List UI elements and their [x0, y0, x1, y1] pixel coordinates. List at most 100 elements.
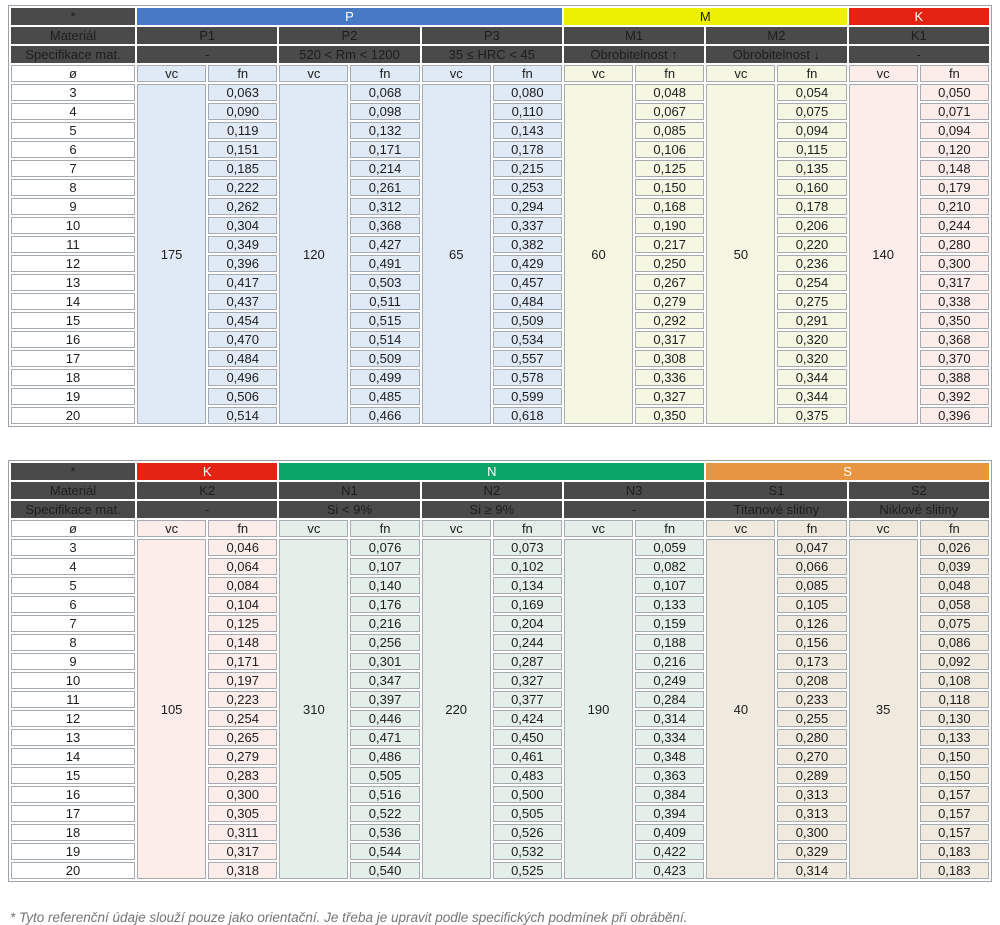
- fn-value-cell-N1: 0,256: [350, 634, 420, 651]
- fn-value-cell-S2: 0,183: [919, 843, 989, 860]
- fn-value-cell-M2: 0,291: [777, 312, 847, 329]
- spec-M2: Obrobitelnost ↓: [706, 46, 847, 63]
- vc-header-M2: vc: [706, 65, 776, 82]
- vc-header-P2: vc: [279, 65, 349, 82]
- material-K2: K2: [137, 482, 278, 499]
- fn-value-cell-S1: 0,105: [777, 596, 847, 613]
- band-M: M: [563, 8, 847, 25]
- fn-value-cell-P1: 0,090: [208, 103, 278, 120]
- spec-N3: -: [563, 501, 705, 518]
- fn-value-cell-M2: 0,344: [777, 388, 847, 405]
- diameter-header: ø: [11, 65, 135, 82]
- fn-value-cell-N3: 0,409: [635, 824, 705, 841]
- corner-asterisk: *: [11, 8, 135, 25]
- diameter-cell: 11: [11, 691, 135, 708]
- fn-value-cell-P2: 0,261: [350, 179, 420, 196]
- fn-value-cell-M1: 0,279: [635, 293, 705, 310]
- fn-value-cell-K1: 0,370: [919, 350, 989, 367]
- fn-value-cell-N2: 0,073: [492, 539, 562, 556]
- fn-header-M2: fn: [777, 65, 847, 82]
- fn-value-cell-S2: 0,118: [919, 691, 989, 708]
- spec-K2: -: [137, 501, 278, 518]
- spec-P1: -: [137, 46, 278, 63]
- diameter-cell: 3: [11, 84, 135, 101]
- fn-value-cell-N1: 0,176: [350, 596, 420, 613]
- fn-value-cell-N3: 0,188: [635, 634, 705, 651]
- vc-value-cell-N1: 310: [279, 539, 349, 879]
- fn-value-cell-S1: 0,085: [777, 577, 847, 594]
- spec-P3: 35 ≤ HRC < 45: [421, 46, 562, 63]
- fn-value-cell-K2: 0,104: [208, 596, 278, 613]
- material-N3: N3: [563, 482, 705, 499]
- fn-value-cell-P3: 0,294: [492, 198, 562, 215]
- fn-value-cell-N1: 0,540: [350, 862, 420, 879]
- fn-value-cell-N2: 0,461: [492, 748, 562, 765]
- footnote: * Tyto referenční údaje slouží pouze jak…: [10, 910, 688, 925]
- fn-value-cell-S1: 0,066: [777, 558, 847, 575]
- fn-value-cell-S1: 0,313: [777, 786, 847, 803]
- band-S: S: [706, 463, 989, 480]
- fn-value-cell-S1: 0,126: [777, 615, 847, 632]
- fn-value-cell-N1: 0,446: [350, 710, 420, 727]
- diameter-cell: 17: [11, 805, 135, 822]
- diameter-cell: 5: [11, 122, 135, 139]
- fn-value-cell-P1: 0,506: [208, 388, 278, 405]
- fn-value-cell-N2: 0,134: [492, 577, 562, 594]
- material-row-label: Materiál: [11, 27, 135, 44]
- fn-value-cell-P3: 0,080: [492, 84, 562, 101]
- material-N1: N1: [279, 482, 420, 499]
- material-S2: S2: [848, 482, 989, 499]
- fn-value-cell-S2: 0,048: [919, 577, 989, 594]
- fn-value-cell-N3: 0,422: [635, 843, 705, 860]
- fn-value-cell-P1: 0,496: [208, 369, 278, 386]
- fn-value-cell-K1: 0,280: [919, 236, 989, 253]
- fn-value-cell-P2: 0,511: [350, 293, 420, 310]
- diameter-cell: 8: [11, 634, 135, 651]
- diameter-cell: 18: [11, 369, 135, 386]
- fn-value-cell-N2: 0,500: [492, 786, 562, 803]
- fn-value-cell-M1: 0,217: [635, 236, 705, 253]
- fn-value-cell-K2: 0,279: [208, 748, 278, 765]
- fn-value-cell-M1: 0,267: [635, 274, 705, 291]
- spec-S2: Niklové slitiny: [848, 501, 989, 518]
- diameter-cell: 10: [11, 217, 135, 234]
- vc-value-cell-K1: 140: [848, 84, 918, 424]
- fn-value-cell-K2: 0,254: [208, 710, 278, 727]
- material-P1: P1: [137, 27, 278, 44]
- vc-header-N1: vc: [279, 520, 349, 537]
- fn-value-cell-K2: 0,084: [208, 577, 278, 594]
- reference-table-1: * P M K Materiál P1 P2 P3 M1 M2 K1 Specifikace mat.…: [8, 5, 992, 427]
- diameter-cell: 4: [11, 103, 135, 120]
- fn-value-cell-P2: 0,491: [350, 255, 420, 272]
- fn-value-cell-M2: 0,275: [777, 293, 847, 310]
- fn-value-cell-S2: 0,092: [919, 653, 989, 670]
- fn-value-cell-M2: 0,254: [777, 274, 847, 291]
- fn-value-cell-S2: 0,157: [919, 786, 989, 803]
- diameter-cell: 3: [11, 539, 135, 556]
- fn-header-K2: fn: [208, 520, 278, 537]
- fn-header-P3: fn: [492, 65, 562, 82]
- fn-header-N1: fn: [350, 520, 420, 537]
- fn-value-cell-S2: 0,039: [919, 558, 989, 575]
- fn-value-cell-K1: 0,338: [919, 293, 989, 310]
- fn-value-cell-N3: 0,249: [635, 672, 705, 689]
- fn-value-cell-P1: 0,396: [208, 255, 278, 272]
- fn-value-cell-P3: 0,253: [492, 179, 562, 196]
- fn-header-N2: fn: [492, 520, 562, 537]
- fn-value-cell-K2: 0,148: [208, 634, 278, 651]
- diameter-cell: 12: [11, 710, 135, 727]
- fn-header-N3: fn: [635, 520, 705, 537]
- band-P: P: [137, 8, 562, 25]
- fn-value-cell-K1: 0,392: [919, 388, 989, 405]
- material-K1: K1: [848, 27, 989, 44]
- fn-value-cell-P1: 0,437: [208, 293, 278, 310]
- fn-value-cell-P3: 0,457: [492, 274, 562, 291]
- fn-value-cell-P3: 0,143: [492, 122, 562, 139]
- fn-value-cell-M2: 0,135: [777, 160, 847, 177]
- fn-value-cell-K2: 0,305: [208, 805, 278, 822]
- fn-value-cell-S1: 0,313: [777, 805, 847, 822]
- fn-value-cell-N1: 0,471: [350, 729, 420, 746]
- fn-value-cell-M2: 0,160: [777, 179, 847, 196]
- cutting-data-tables-container: * P M K Materiál P1 P2 P3 M1 M2 K1 Specifikace mat.…: [8, 5, 992, 882]
- fn-value-cell-N1: 0,076: [350, 539, 420, 556]
